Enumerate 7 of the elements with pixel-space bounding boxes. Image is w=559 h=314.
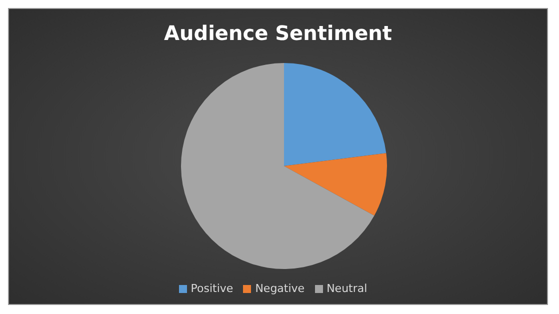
legend-label: Neutral	[326, 282, 368, 295]
legend-label: Positive	[190, 282, 234, 295]
pie-slice	[181, 63, 374, 269]
pie-slice	[284, 153, 387, 216]
chart-title: Audience Sentiment	[163, 21, 393, 45]
pie-slice	[284, 63, 386, 166]
legend-label: Negative	[255, 282, 305, 295]
